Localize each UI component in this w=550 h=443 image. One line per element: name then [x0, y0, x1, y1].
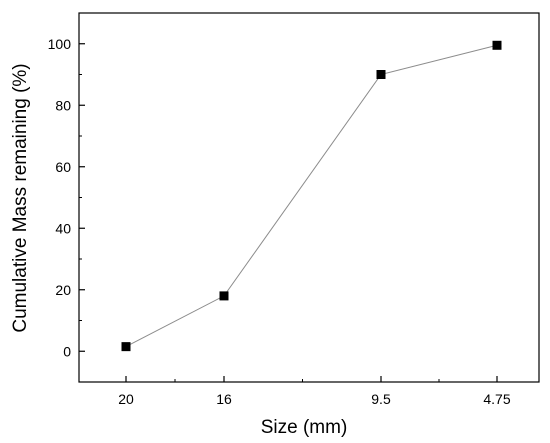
x-axis-title: Size (mm) — [261, 417, 348, 438]
x-tick-label-4.75: 4.75 — [483, 391, 510, 407]
y-tick-label-20: 20 — [55, 282, 71, 298]
y-tick-label-0: 0 — [63, 343, 71, 359]
series-line-0 — [125, 44, 498, 348]
x-axis-ticks: 20 16 9.5 4.75 — [118, 376, 511, 407]
plot-frame — [78, 12, 540, 383]
data-point-4.75 — [492, 40, 502, 50]
data-point-16 — [219, 291, 229, 301]
data-point-20 — [121, 342, 131, 352]
x-tick-label-9.5: 9.5 — [371, 391, 391, 407]
series-layer — [121, 40, 502, 352]
y-axis-title: Cumulative Mass remaining (%) — [10, 63, 31, 332]
x-tick-label-16: 16 — [216, 391, 232, 407]
y-tick-label-80: 80 — [55, 97, 71, 113]
data-point-9.5 — [376, 70, 386, 79]
y-axis-ticks: 0 20 40 60 80 100 — [48, 36, 85, 359]
y-tick-label-40: 40 — [55, 220, 71, 236]
y-tick-label-100: 100 — [48, 36, 72, 52]
y-tick-label-60: 60 — [55, 159, 71, 175]
plot-area-border — [78, 12, 540, 383]
x-tick-label-20: 20 — [118, 391, 134, 407]
